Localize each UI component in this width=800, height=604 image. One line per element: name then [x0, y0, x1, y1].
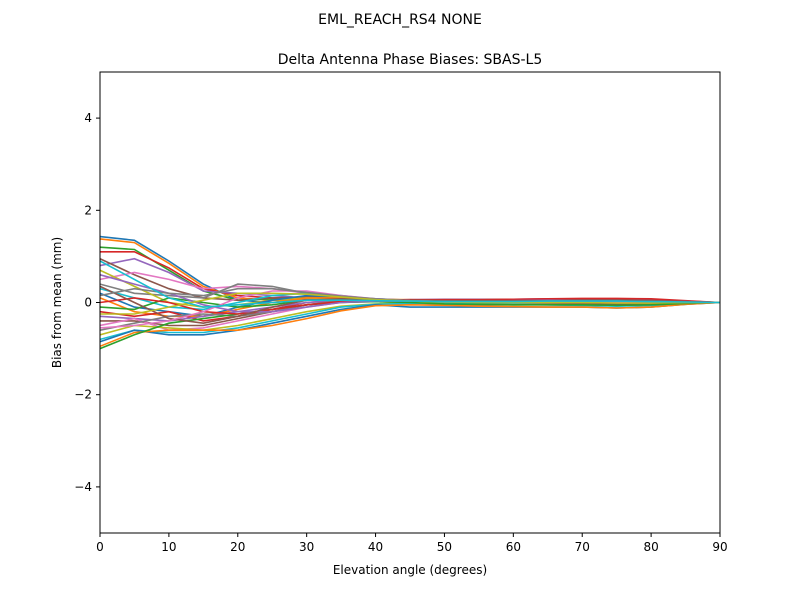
x-tick-label: 80 [643, 540, 658, 554]
x-axis-label: Elevation angle (degrees) [333, 563, 487, 577]
y-axis-label: Bias from mean (mm) [50, 237, 64, 368]
x-tick-label: 40 [368, 540, 383, 554]
series-line-23 [100, 300, 720, 350]
x-tick-label: 90 [712, 540, 727, 554]
series-line-22 [100, 301, 720, 348]
series-line-30 [100, 260, 720, 308]
y-tick-label: −4 [74, 480, 92, 494]
x-tick-label: 10 [161, 540, 176, 554]
x-tick-label: 20 [230, 540, 245, 554]
series-group [100, 235, 720, 350]
y-tick-label: −2 [74, 388, 92, 402]
y-tick-label: 4 [84, 111, 92, 125]
chart-suptitle: EML_REACH_RS4 NONE [318, 12, 482, 28]
x-tick-label: 60 [506, 540, 521, 554]
series-line-1 [100, 235, 720, 305]
x-tick-label: 50 [437, 540, 452, 554]
series-line-20 [100, 301, 720, 341]
x-tick-label: 30 [299, 540, 314, 554]
x-tick-label: 0 [96, 540, 104, 554]
ticks-group: 0 10 20 30 40 50 60 70 80 90 −4 −2 0 2 4 [74, 111, 727, 554]
y-tick-label: 0 [84, 296, 92, 310]
chart-title: Delta Antenna Phase Biases: SBAS-L5 [278, 52, 543, 68]
y-tick-label: 2 [84, 203, 92, 217]
x-tick-label: 70 [575, 540, 590, 554]
